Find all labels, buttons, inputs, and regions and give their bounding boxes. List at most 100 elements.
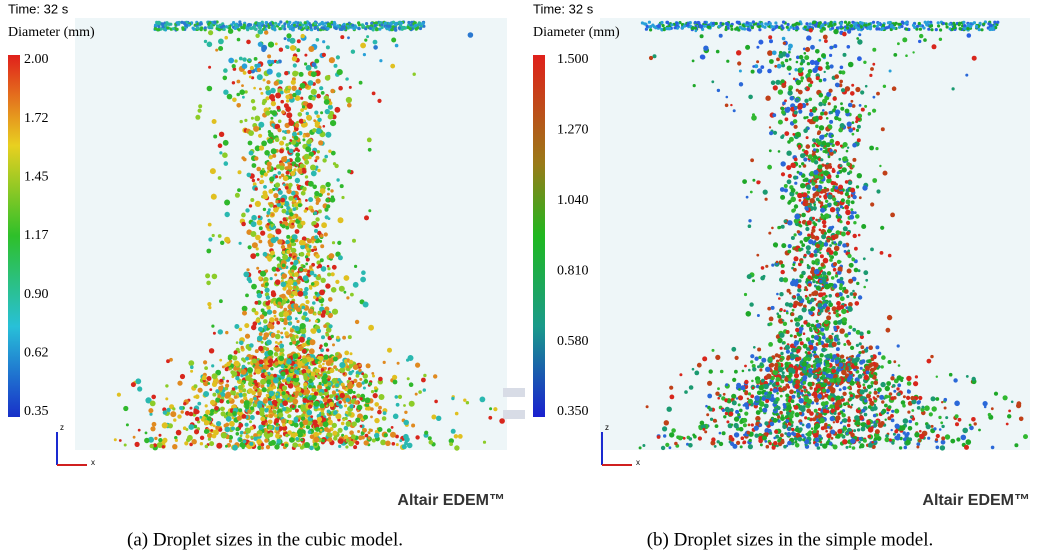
droplet xyxy=(903,418,909,424)
droplet xyxy=(259,332,263,336)
droplet xyxy=(198,104,202,108)
droplet xyxy=(255,34,259,38)
droplet xyxy=(274,273,277,276)
droplet xyxy=(317,150,320,153)
droplet xyxy=(941,425,944,428)
droplet xyxy=(717,387,720,390)
droplet xyxy=(767,165,772,170)
droplet xyxy=(239,438,243,442)
droplet xyxy=(862,383,865,386)
droplet xyxy=(210,409,214,413)
droplet xyxy=(228,29,233,34)
droplet xyxy=(858,295,862,299)
droplet xyxy=(953,378,957,382)
droplet xyxy=(366,35,369,38)
droplet xyxy=(805,22,808,25)
droplet xyxy=(267,162,272,167)
droplet xyxy=(248,130,254,136)
droplet xyxy=(321,278,326,283)
droplet xyxy=(306,369,311,374)
droplet xyxy=(162,445,165,448)
droplet xyxy=(846,26,849,29)
droplet xyxy=(321,222,327,228)
droplet xyxy=(274,444,279,449)
droplet xyxy=(349,86,352,89)
droplet xyxy=(260,416,265,421)
droplet xyxy=(315,368,320,373)
droplet xyxy=(260,314,265,319)
droplet xyxy=(330,89,335,94)
droplet xyxy=(301,221,306,226)
droplet xyxy=(310,415,313,418)
droplet xyxy=(687,22,690,25)
droplet xyxy=(804,416,807,419)
droplet xyxy=(1003,395,1008,400)
droplet xyxy=(392,442,396,446)
droplet xyxy=(768,232,771,235)
droplet xyxy=(150,444,154,448)
droplet xyxy=(972,56,977,61)
droplet xyxy=(463,399,466,402)
droplet xyxy=(137,386,142,391)
droplet xyxy=(314,437,320,443)
droplet xyxy=(251,215,257,221)
droplet xyxy=(304,209,308,213)
droplet xyxy=(480,397,486,403)
droplet xyxy=(849,263,854,268)
droplet xyxy=(748,95,753,100)
droplet xyxy=(240,399,244,403)
droplet xyxy=(367,138,372,143)
droplet xyxy=(131,382,136,387)
droplet xyxy=(237,80,241,84)
droplet xyxy=(291,80,296,85)
droplet xyxy=(208,237,212,241)
droplet xyxy=(319,382,322,385)
droplet xyxy=(307,103,313,109)
droplet xyxy=(946,25,949,28)
droplet xyxy=(275,200,278,203)
droplet xyxy=(742,24,745,27)
droplet xyxy=(273,385,277,389)
droplet xyxy=(364,39,367,42)
droplet xyxy=(328,150,331,153)
droplet xyxy=(654,26,657,29)
droplet xyxy=(931,425,934,428)
droplet xyxy=(643,22,646,25)
droplet xyxy=(823,35,828,40)
droplet xyxy=(856,185,859,188)
droplet xyxy=(298,112,303,117)
droplet xyxy=(842,386,846,390)
droplet xyxy=(253,397,256,400)
droplet xyxy=(711,80,714,83)
droplet xyxy=(390,28,393,31)
droplet xyxy=(881,365,884,368)
droplet xyxy=(338,438,344,444)
droplet xyxy=(751,380,754,383)
droplet xyxy=(331,335,334,338)
droplet xyxy=(272,400,278,406)
droplet xyxy=(175,439,178,442)
droplet xyxy=(311,372,316,377)
droplet xyxy=(280,166,285,171)
droplet xyxy=(332,423,337,428)
droplet xyxy=(807,275,811,279)
droplet xyxy=(255,201,261,207)
droplet xyxy=(332,241,335,244)
droplet xyxy=(710,418,713,421)
droplet xyxy=(354,265,357,268)
droplet xyxy=(853,429,856,432)
droplet xyxy=(295,123,300,128)
droplet xyxy=(723,415,726,418)
droplet xyxy=(239,242,242,245)
droplet xyxy=(159,434,162,437)
droplet xyxy=(262,387,267,392)
droplet xyxy=(218,386,223,391)
droplet xyxy=(821,401,826,406)
droplet xyxy=(793,78,796,81)
droplet xyxy=(963,24,966,27)
droplet xyxy=(353,364,359,370)
droplet xyxy=(275,347,280,352)
droplet xyxy=(218,234,222,238)
droplet xyxy=(347,169,351,173)
droplet xyxy=(257,220,263,226)
